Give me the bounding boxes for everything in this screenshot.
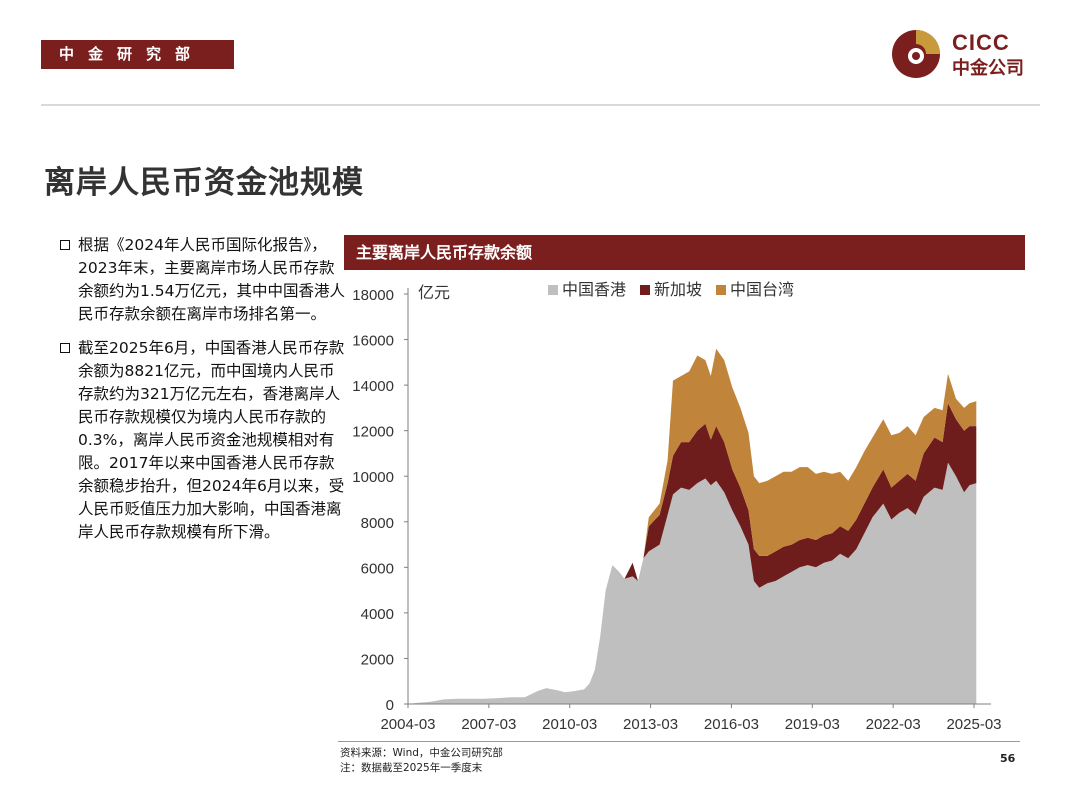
page-number: 56 xyxy=(1000,752,1016,765)
legend-label: 中国香港 xyxy=(562,280,626,299)
legend-swatch xyxy=(640,285,650,295)
legend-swatch xyxy=(548,285,558,295)
x-tick-label: 2004-03 xyxy=(380,716,435,733)
y-tick-label: 18000 xyxy=(352,287,394,304)
x-tick-label: 2016-03 xyxy=(704,716,759,733)
page-title: 离岸人民币资金池规模 xyxy=(44,165,364,201)
footer-notes: 资料来源：Wind，中金公司研究部 注：数据截至2025年一季度末 xyxy=(340,746,503,776)
y-tick-label: 10000 xyxy=(352,469,394,486)
x-tick-label: 2007-03 xyxy=(461,716,516,733)
bullet-text: 根据《2024年人民币国际化报告》，2023年末，主要离岸市场人民币存款余额约为… xyxy=(78,236,346,323)
bullet-list: 根据《2024年人民币国际化报告》，2023年末，主要离岸市场人民币存款余额约为… xyxy=(58,234,348,555)
logo-text-en: CICC xyxy=(952,30,1010,55)
y-tick-label: 8000 xyxy=(361,515,394,532)
logo-text-cn: 中金公司 xyxy=(952,58,1024,79)
x-tick-label: 2013-03 xyxy=(623,716,678,733)
y-axis-unit-label: 亿元 xyxy=(418,283,450,302)
source-note: 资料来源：Wind，中金公司研究部 xyxy=(340,747,503,759)
x-tick-label: 2022-03 xyxy=(866,716,921,733)
legend-label: 中国台湾 xyxy=(730,280,794,299)
footer-divider xyxy=(338,741,1020,742)
bullet-item: 根据《2024年人民币国际化报告》，2023年末，主要离岸市场人民币存款余额约为… xyxy=(58,234,348,326)
bullet-square-icon xyxy=(60,240,70,250)
y-tick-label: 6000 xyxy=(361,560,394,577)
bullet-square-icon xyxy=(60,343,70,353)
chart-title: 主要离岸人民币存款余额 xyxy=(344,235,1025,270)
header-divider xyxy=(41,104,1040,106)
legend-swatch xyxy=(716,285,726,295)
y-tick-label: 0 xyxy=(386,697,394,714)
x-tick-label: 2025-03 xyxy=(946,716,1001,733)
y-tick-label: 16000 xyxy=(352,333,394,350)
data-note: 注：数据截至2025年一季度末 xyxy=(340,762,483,774)
stacked-area-chart: 0 2000 4000 6000 8000 10000 12000 14000 16000 180… xyxy=(352,280,1001,733)
bullet-text: 截至2025年6月，中国香港人民币存款余额为8821亿元，而中国境内人民币存款约… xyxy=(78,339,345,541)
bullet-item: 截至2025年6月，中国香港人民币存款余额为8821亿元，而中国境内人民币存款约… xyxy=(58,337,348,544)
cicc-logo-icon xyxy=(892,30,940,78)
area-hong-kong xyxy=(408,462,977,704)
y-tick-label: 14000 xyxy=(352,378,394,395)
y-tick-label: 2000 xyxy=(361,651,394,668)
y-tick-label: 4000 xyxy=(361,606,394,623)
y-tick-label: 12000 xyxy=(352,424,394,441)
legend-label: 新加坡 xyxy=(654,280,702,299)
area-singapore xyxy=(408,403,977,704)
department-badge: 中金研究部 xyxy=(41,40,234,69)
cicc-logo: CICC 中金公司 xyxy=(890,26,1050,82)
area-taiwan xyxy=(408,348,977,704)
x-tick-label: 2010-03 xyxy=(542,716,597,733)
x-tick-label: 2019-03 xyxy=(785,716,840,733)
